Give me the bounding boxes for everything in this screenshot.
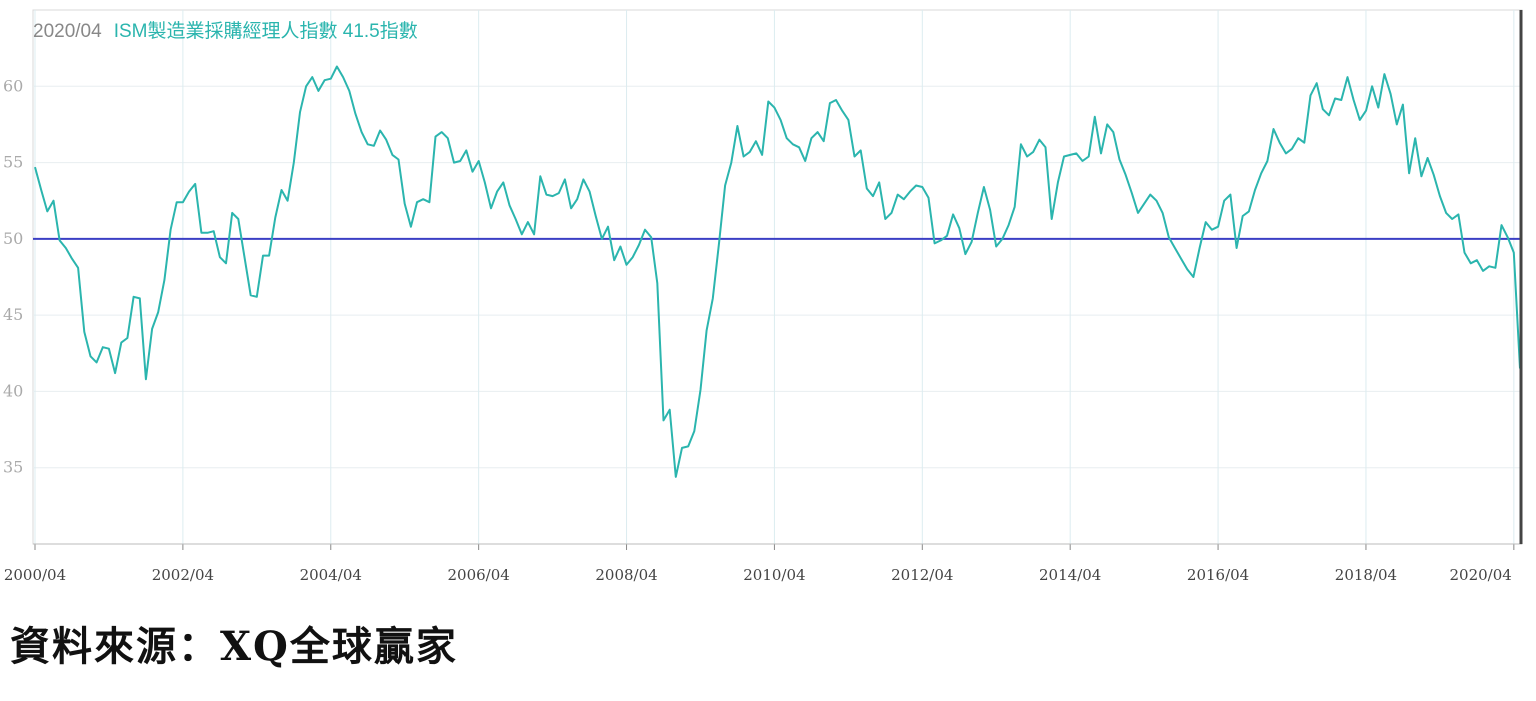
x-tick-label: 2000/04 — [4, 566, 66, 584]
y-tick-label: 40 — [3, 381, 23, 400]
x-tick-label: 2010/04 — [743, 566, 805, 584]
y-tick-label: 55 — [3, 153, 23, 172]
x-tick-label: 2018/04 — [1335, 566, 1397, 584]
y-tick-label: 45 — [3, 305, 23, 324]
x-tick-label: 2006/04 — [447, 566, 509, 584]
series-group — [34, 10, 1523, 544]
grid — [32, 9, 1523, 545]
x-tick-label: 2008/04 — [595, 566, 657, 584]
y-tick-label: 35 — [3, 458, 23, 477]
chart-canvas: 35 40 45 50 55 60 2000/04 2002/04 2004/04 2006/04… — [3, 9, 1523, 584]
ism-pmi-chart: 35 40 45 50 55 60 2000/04 2002/04 2004/04 2006/04… — [3, 9, 1523, 584]
y-tick-label: 50 — [3, 229, 23, 248]
x-tick-label: 2012/04 — [891, 566, 953, 584]
x-tick-label: 2020/04 — [1450, 566, 1512, 584]
source-note: 資料來源：XQ全球贏家 — [10, 623, 458, 670]
chart-title-series: ISM製造業採購經理人指數 41.5指數 — [114, 20, 418, 42]
y-tick-label: 60 — [3, 76, 23, 95]
x-tick-label: 2016/04 — [1187, 566, 1249, 584]
plot-frame — [32, 9, 1523, 545]
chart-title-date: 2020/04 ISM製造業採購經理人指數 41.5指數 — [33, 20, 418, 42]
x-tick-label: 2002/04 — [152, 566, 214, 584]
x-tick-label: 2004/04 — [300, 566, 362, 584]
x-tick-label: 2014/04 — [1039, 566, 1101, 584]
series-line-ism-pmi — [34, 65, 1521, 478]
axes: 35 40 45 50 55 60 2000/04 2002/04 2004/04 2006/04… — [3, 76, 1522, 584]
